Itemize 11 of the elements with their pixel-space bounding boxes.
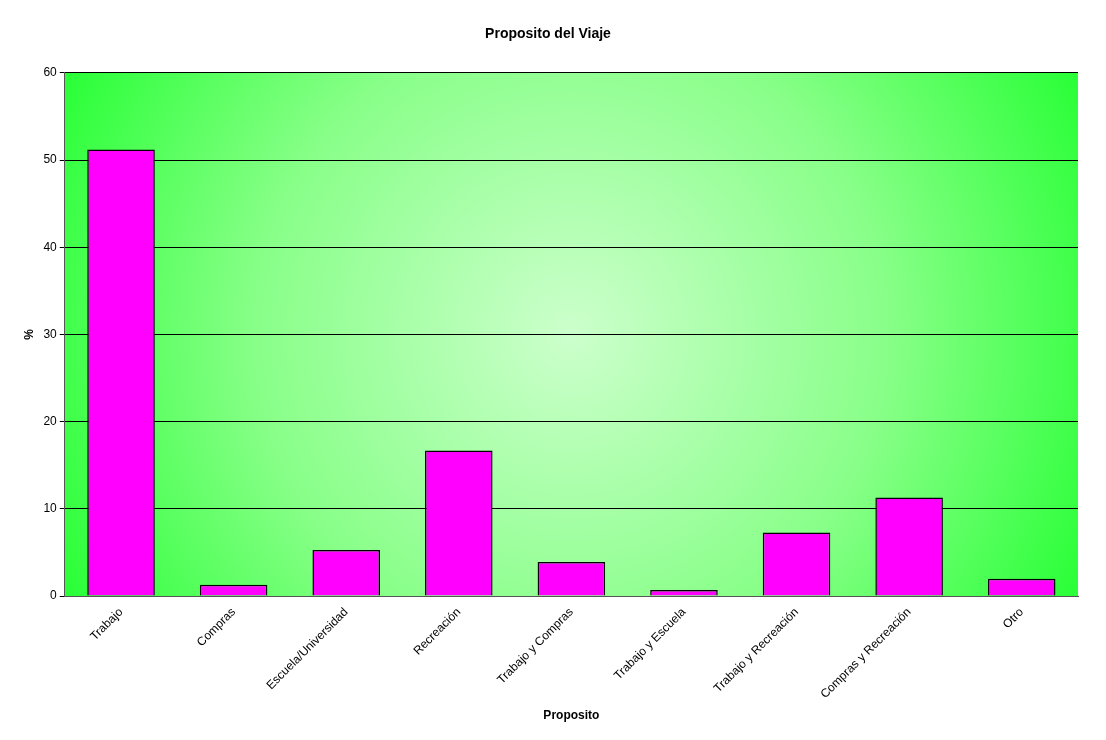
y-tick-label: 50 bbox=[43, 152, 58, 167]
x-tick-label: Otro bbox=[999, 604, 1027, 632]
y-tick-label: 0 bbox=[50, 588, 58, 603]
y-tick-label: 10 bbox=[43, 501, 58, 516]
x-axis-title: Proposito bbox=[543, 708, 600, 723]
y-tick-label: 40 bbox=[43, 239, 58, 254]
y-axis-title: % bbox=[21, 328, 36, 340]
y-tick-label: 20 bbox=[43, 413, 58, 428]
chart-title: Proposito del Viaje bbox=[485, 25, 612, 42]
y-tick-label: 30 bbox=[43, 326, 58, 341]
y-tick-label: 60 bbox=[43, 65, 58, 80]
